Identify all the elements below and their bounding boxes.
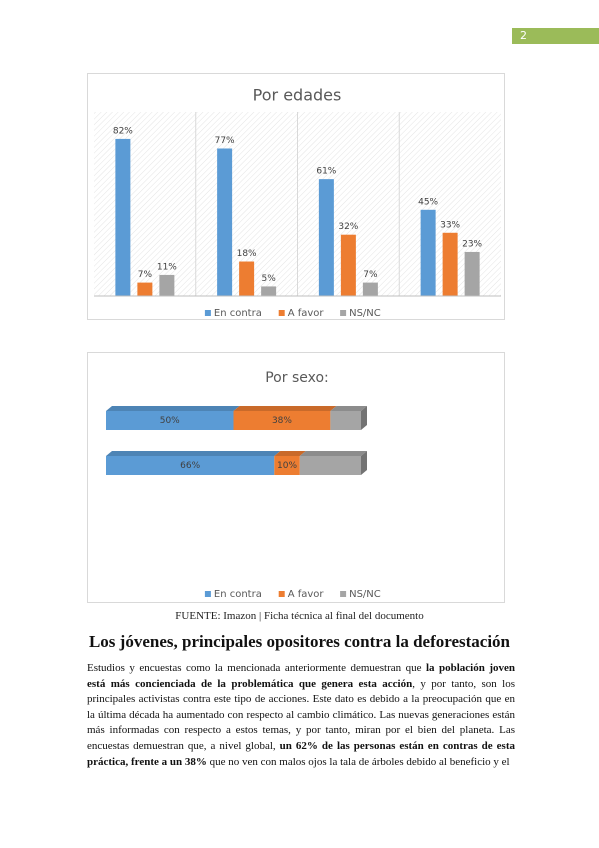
data-label: 7% (363, 270, 378, 280)
page-number: 2 (512, 28, 599, 44)
data-label: 18% (237, 249, 257, 259)
legend-label: NS/NC (349, 589, 381, 600)
data-label: 10% (277, 461, 297, 471)
bar-segment (233, 411, 331, 430)
text: , y por tanto, son los principales activ… (87, 677, 516, 752)
data-label: 38% (272, 416, 292, 426)
data-label: 32% (338, 222, 358, 232)
legend-label: En contra (214, 589, 262, 600)
bar-side-face (361, 451, 367, 475)
bar-segment (299, 456, 361, 475)
bar (217, 148, 233, 296)
data-label: 45% (418, 197, 438, 207)
bar (137, 282, 153, 296)
paragraph: Estudios y encuestas como la mencionada … (87, 661, 515, 770)
chart-title: Por sexo: (265, 370, 329, 386)
data-label: 5% (261, 274, 276, 284)
bar-top-face (106, 406, 240, 411)
legend-label: NS/NC (349, 308, 381, 319)
legend-label: En contra (214, 308, 262, 319)
legend-swatch (278, 310, 285, 316)
chart-por-edades: Por edades 82% 7% 11% 77% 18% 5% 61% 32% 7% 45% 33… (87, 73, 505, 320)
section-heading: Los jóvenes, principales opositores cont… (88, 632, 511, 651)
bar (420, 209, 436, 296)
bar-segment (106, 411, 234, 430)
data-label: 61% (316, 167, 336, 177)
bar (340, 234, 356, 296)
bar (261, 286, 277, 296)
bar (318, 179, 334, 296)
legend-swatch (278, 591, 285, 597)
legend-swatch (204, 591, 211, 597)
bar-top-face (274, 451, 306, 456)
bar (159, 274, 175, 296)
chart-title: Por edades (253, 86, 342, 105)
data-label: 77% (215, 136, 235, 146)
bar (442, 232, 458, 296)
data-label: 11% (157, 262, 177, 272)
data-label: 33% (440, 220, 460, 230)
bar-segment (274, 456, 300, 475)
source-caption: FUENTE: Imazon | Ficha técnica al final … (175, 610, 424, 622)
data-label: 66% (180, 461, 200, 471)
text: Estudios y encuestas como la mencionada … (87, 662, 426, 674)
bar (239, 261, 255, 296)
data-label: 23% (462, 239, 482, 249)
bar (464, 251, 480, 296)
bold-text: la población joven está más concienciada… (87, 662, 515, 690)
bar-top-face (233, 406, 337, 411)
data-label: 82% (113, 126, 133, 136)
legend-label: A favor (288, 589, 325, 600)
bar-side-face (361, 406, 367, 430)
bar (115, 138, 131, 296)
legend-swatch (340, 310, 347, 316)
bar-top-face (106, 451, 281, 456)
bar (362, 282, 378, 296)
bar-segment (330, 411, 361, 430)
legend-label: A favor (288, 308, 325, 319)
data-label: 7% (138, 270, 153, 280)
bar-top-face (299, 451, 367, 456)
chart-por-sexo: Por sexo: 50% 38% 66% 10% En contra A favor NS… (87, 352, 505, 603)
bar-segment (106, 456, 275, 475)
bar-top-face (330, 406, 367, 411)
legend-swatch (204, 310, 211, 316)
text: que no ven con malos ojos la tala de árb… (206, 755, 510, 768)
bold-text: un 62% de las personas están en contras … (87, 739, 515, 768)
legend-swatch (340, 591, 347, 597)
data-label: 50% (160, 416, 180, 426)
